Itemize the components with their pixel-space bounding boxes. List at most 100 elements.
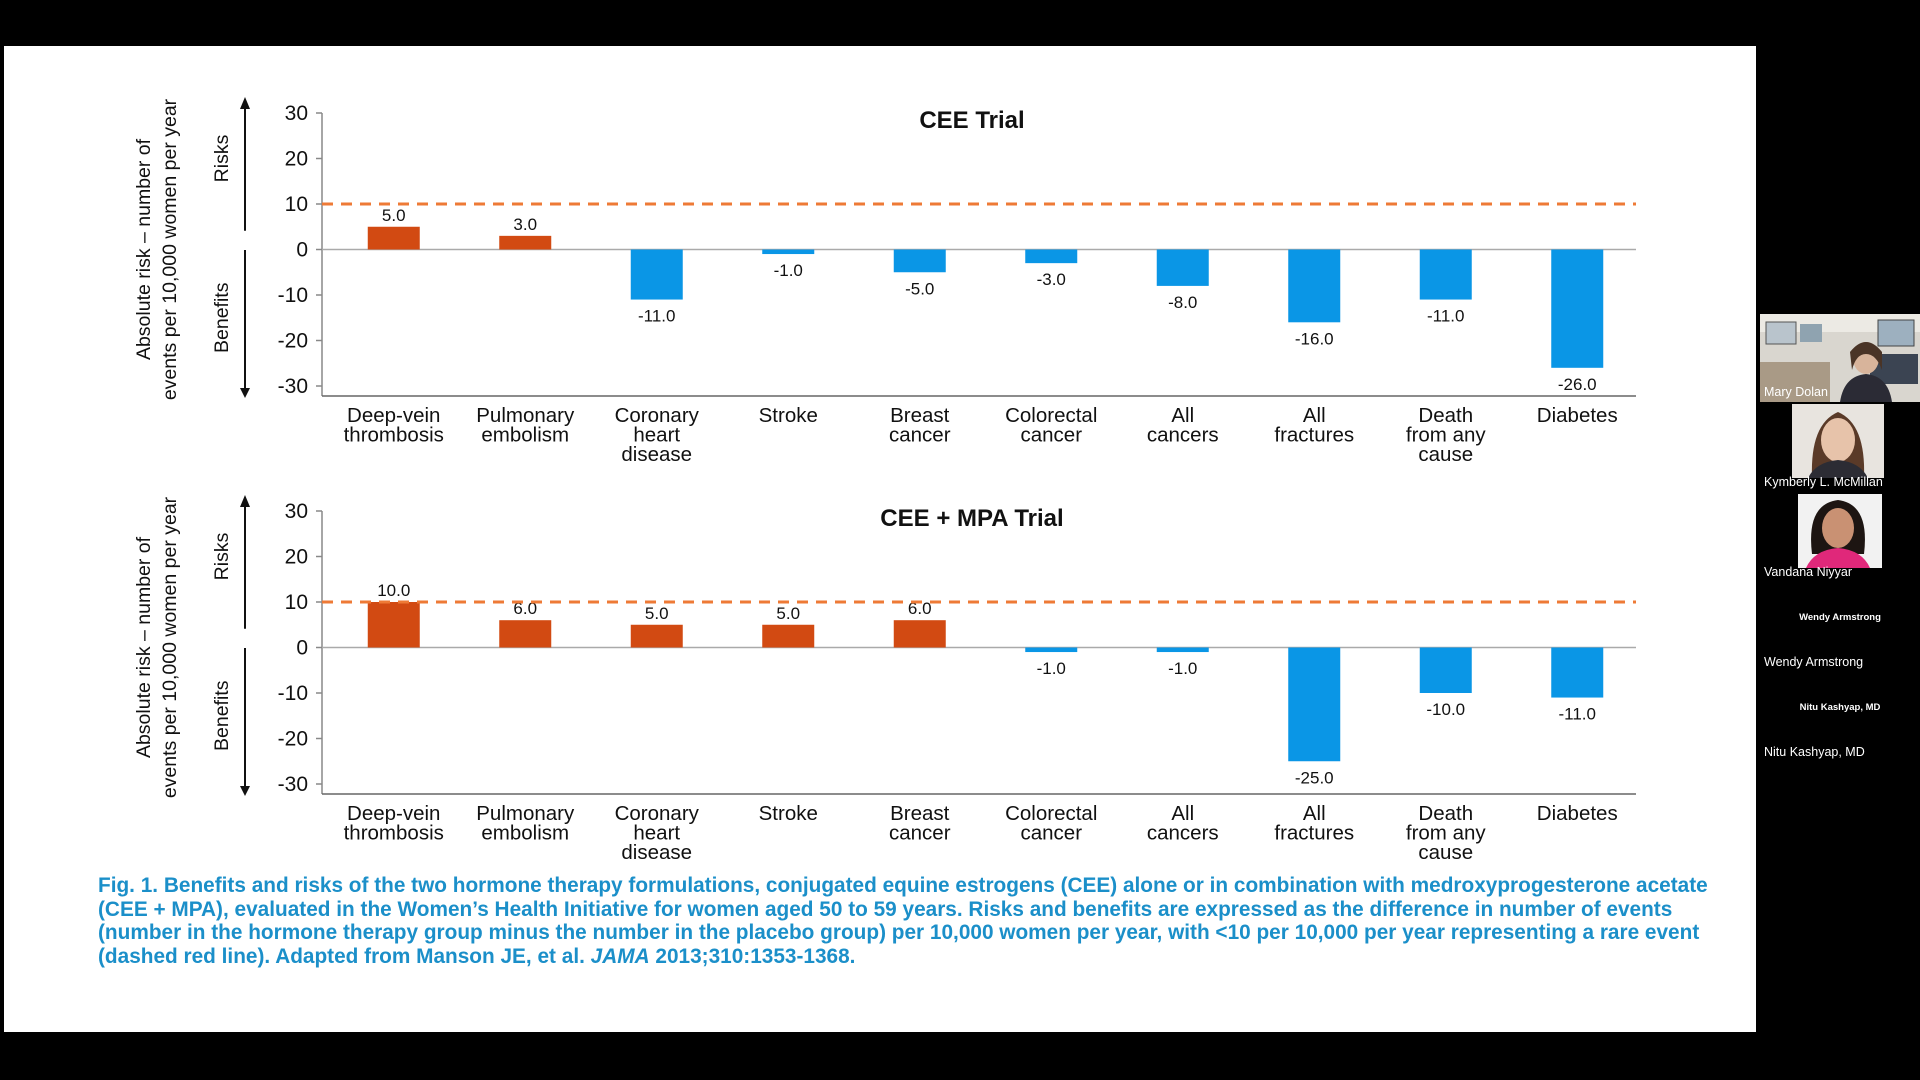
bar	[1551, 647, 1604, 698]
x-category-label: cancers	[1147, 822, 1219, 845]
participants-panel: Mary Dolan Kymberly L. McMillan Vandana …	[1760, 314, 1920, 764]
x-category-label: cancer	[1020, 424, 1082, 447]
benefits-arrow-head	[240, 786, 250, 796]
video-feed	[1760, 404, 1920, 492]
bar	[367, 602, 420, 648]
y-tick-label: -30	[278, 773, 308, 796]
bar	[762, 624, 815, 648]
x-category-label: Pulmonary	[476, 802, 575, 825]
cee-trial-chart: CEE Trial Absolute risk – number of events…	[133, 97, 1636, 466]
bar-value-label: -11.0	[1427, 307, 1465, 326]
bar-value-label: 3.0	[513, 215, 537, 234]
x-category-label: disease	[621, 841, 692, 864]
participant-name: Mary Dolan	[1764, 385, 1828, 399]
y-tick-label: 20	[285, 546, 308, 569]
risks-arrow-head	[240, 495, 250, 507]
participant-video-off-label: Wendy Armstrong	[1799, 612, 1881, 623]
bar	[1025, 647, 1078, 653]
participant-name: Nitu Kashyap, MD	[1764, 745, 1865, 759]
y-tick-label: 20	[285, 148, 308, 171]
caption-citation: 2013;310:1353-1368.	[649, 944, 856, 968]
risks-label: Risks	[211, 134, 233, 182]
x-category-label: Pulmonary	[476, 404, 575, 427]
y-tick-label: 0	[296, 239, 308, 262]
bar-value-label: -16.0	[1295, 329, 1334, 348]
x-category-label: All	[1303, 404, 1326, 427]
bar-value-label: 5.0	[382, 206, 406, 225]
bar-value-label: 5.0	[776, 604, 800, 623]
x-category-label: cancer	[889, 822, 951, 845]
chart-title: CEE + MPA Trial	[880, 505, 1063, 532]
x-category-label: thrombosis	[344, 822, 444, 845]
x-category-label: from any	[1406, 822, 1486, 845]
bar-value-label: -25.0	[1295, 768, 1334, 787]
bar-value-label: -1.0	[774, 261, 803, 280]
bar	[893, 620, 946, 648]
participant-name: Wendy Armstrong	[1764, 655, 1864, 669]
x-category-label: Death	[1418, 802, 1473, 825]
y-axis-label: events per 10,000 women per year	[159, 98, 181, 400]
bar	[1419, 249, 1472, 300]
bar-value-label: -1.0	[1168, 659, 1197, 678]
x-category-label: cause	[1418, 841, 1473, 864]
y-tick-label: -10	[278, 284, 308, 307]
x-category-label: cancer	[1020, 822, 1082, 845]
x-category-label: Breast	[890, 802, 950, 825]
video-feed	[1760, 494, 1920, 582]
y-tick-label: 30	[285, 500, 308, 523]
bar	[1156, 249, 1209, 286]
bar-value-label: -26.0	[1558, 375, 1597, 394]
bar	[1419, 647, 1472, 693]
y-tick-label: 10	[285, 591, 308, 614]
x-category-label: Breast	[890, 404, 950, 427]
x-category-label: embolism	[481, 424, 569, 447]
x-category-label: fractures	[1274, 424, 1354, 447]
y-axis-label: Absolute risk – number of	[133, 536, 155, 758]
y-tick-label: -20	[278, 330, 308, 353]
y-axis-label: events per 10,000 women per year	[159, 496, 181, 798]
y-tick-label: -20	[278, 728, 308, 751]
participant-tile-mary-dolan[interactable]: Mary Dolan	[1760, 314, 1920, 402]
x-category-label: Stroke	[759, 802, 818, 825]
x-category-label: All	[1171, 404, 1194, 427]
x-category-label: embolism	[481, 822, 569, 845]
x-category-label: fractures	[1274, 822, 1354, 845]
bar	[1025, 249, 1078, 264]
x-category-label: Deep-vein	[347, 802, 440, 825]
y-tick-label: 0	[296, 637, 308, 660]
bar	[1156, 647, 1209, 653]
participant-tile-wendy-armstrong[interactable]: Wendy Armstrong Wendy Armstrong	[1760, 584, 1920, 672]
x-category-label: heart	[633, 424, 680, 447]
caption-journal: JAMA	[590, 944, 650, 968]
x-category-label: cause	[1418, 443, 1473, 466]
benefits-arrow-head	[240, 388, 250, 398]
y-tick-label: 10	[285, 193, 308, 216]
bar-value-label: -1.0	[1037, 659, 1066, 678]
figure-caption: Fig. 1. Benefits and risks of the two ho…	[98, 874, 1738, 968]
cee-mpa-trial-chart: CEE + MPA Trial Absolute risk – number of…	[133, 495, 1636, 864]
participant-name: Kymberly L. McMillan	[1764, 475, 1883, 489]
y-tick-label: -10	[278, 682, 308, 705]
x-category-label: Coronary	[615, 404, 700, 427]
participant-tile-vandana-niyyar[interactable]: Vandana Niyyar	[1760, 494, 1920, 582]
bar-value-label: -10.0	[1426, 700, 1465, 719]
y-tick-label: -30	[278, 375, 308, 398]
bar	[1288, 647, 1341, 762]
bar-value-label: 5.0	[645, 604, 669, 623]
x-category-label: Diabetes	[1537, 404, 1618, 427]
x-category-label: Coronary	[615, 802, 700, 825]
bar-value-label: 10.0	[377, 581, 410, 600]
x-category-label: heart	[633, 822, 680, 845]
bar	[630, 249, 683, 300]
x-category-label: Diabetes	[1537, 802, 1618, 825]
x-category-label: cancer	[889, 424, 951, 447]
participant-tile-nitu-kashyap[interactable]: Nitu Kashyap, MD Nitu Kashyap, MD	[1760, 674, 1920, 762]
y-tick-label: 30	[285, 102, 308, 125]
x-category-label: Colorectal	[1005, 802, 1097, 825]
participant-tile-kymberly-mcmillan[interactable]: Kymberly L. McMillan	[1760, 404, 1920, 492]
risks-arrow-head	[240, 97, 250, 109]
caption-text: Fig. 1. Benefits and risks of the two ho…	[98, 874, 1708, 968]
bar	[762, 249, 815, 255]
x-category-label: Colorectal	[1005, 404, 1097, 427]
x-category-label: All	[1303, 802, 1326, 825]
